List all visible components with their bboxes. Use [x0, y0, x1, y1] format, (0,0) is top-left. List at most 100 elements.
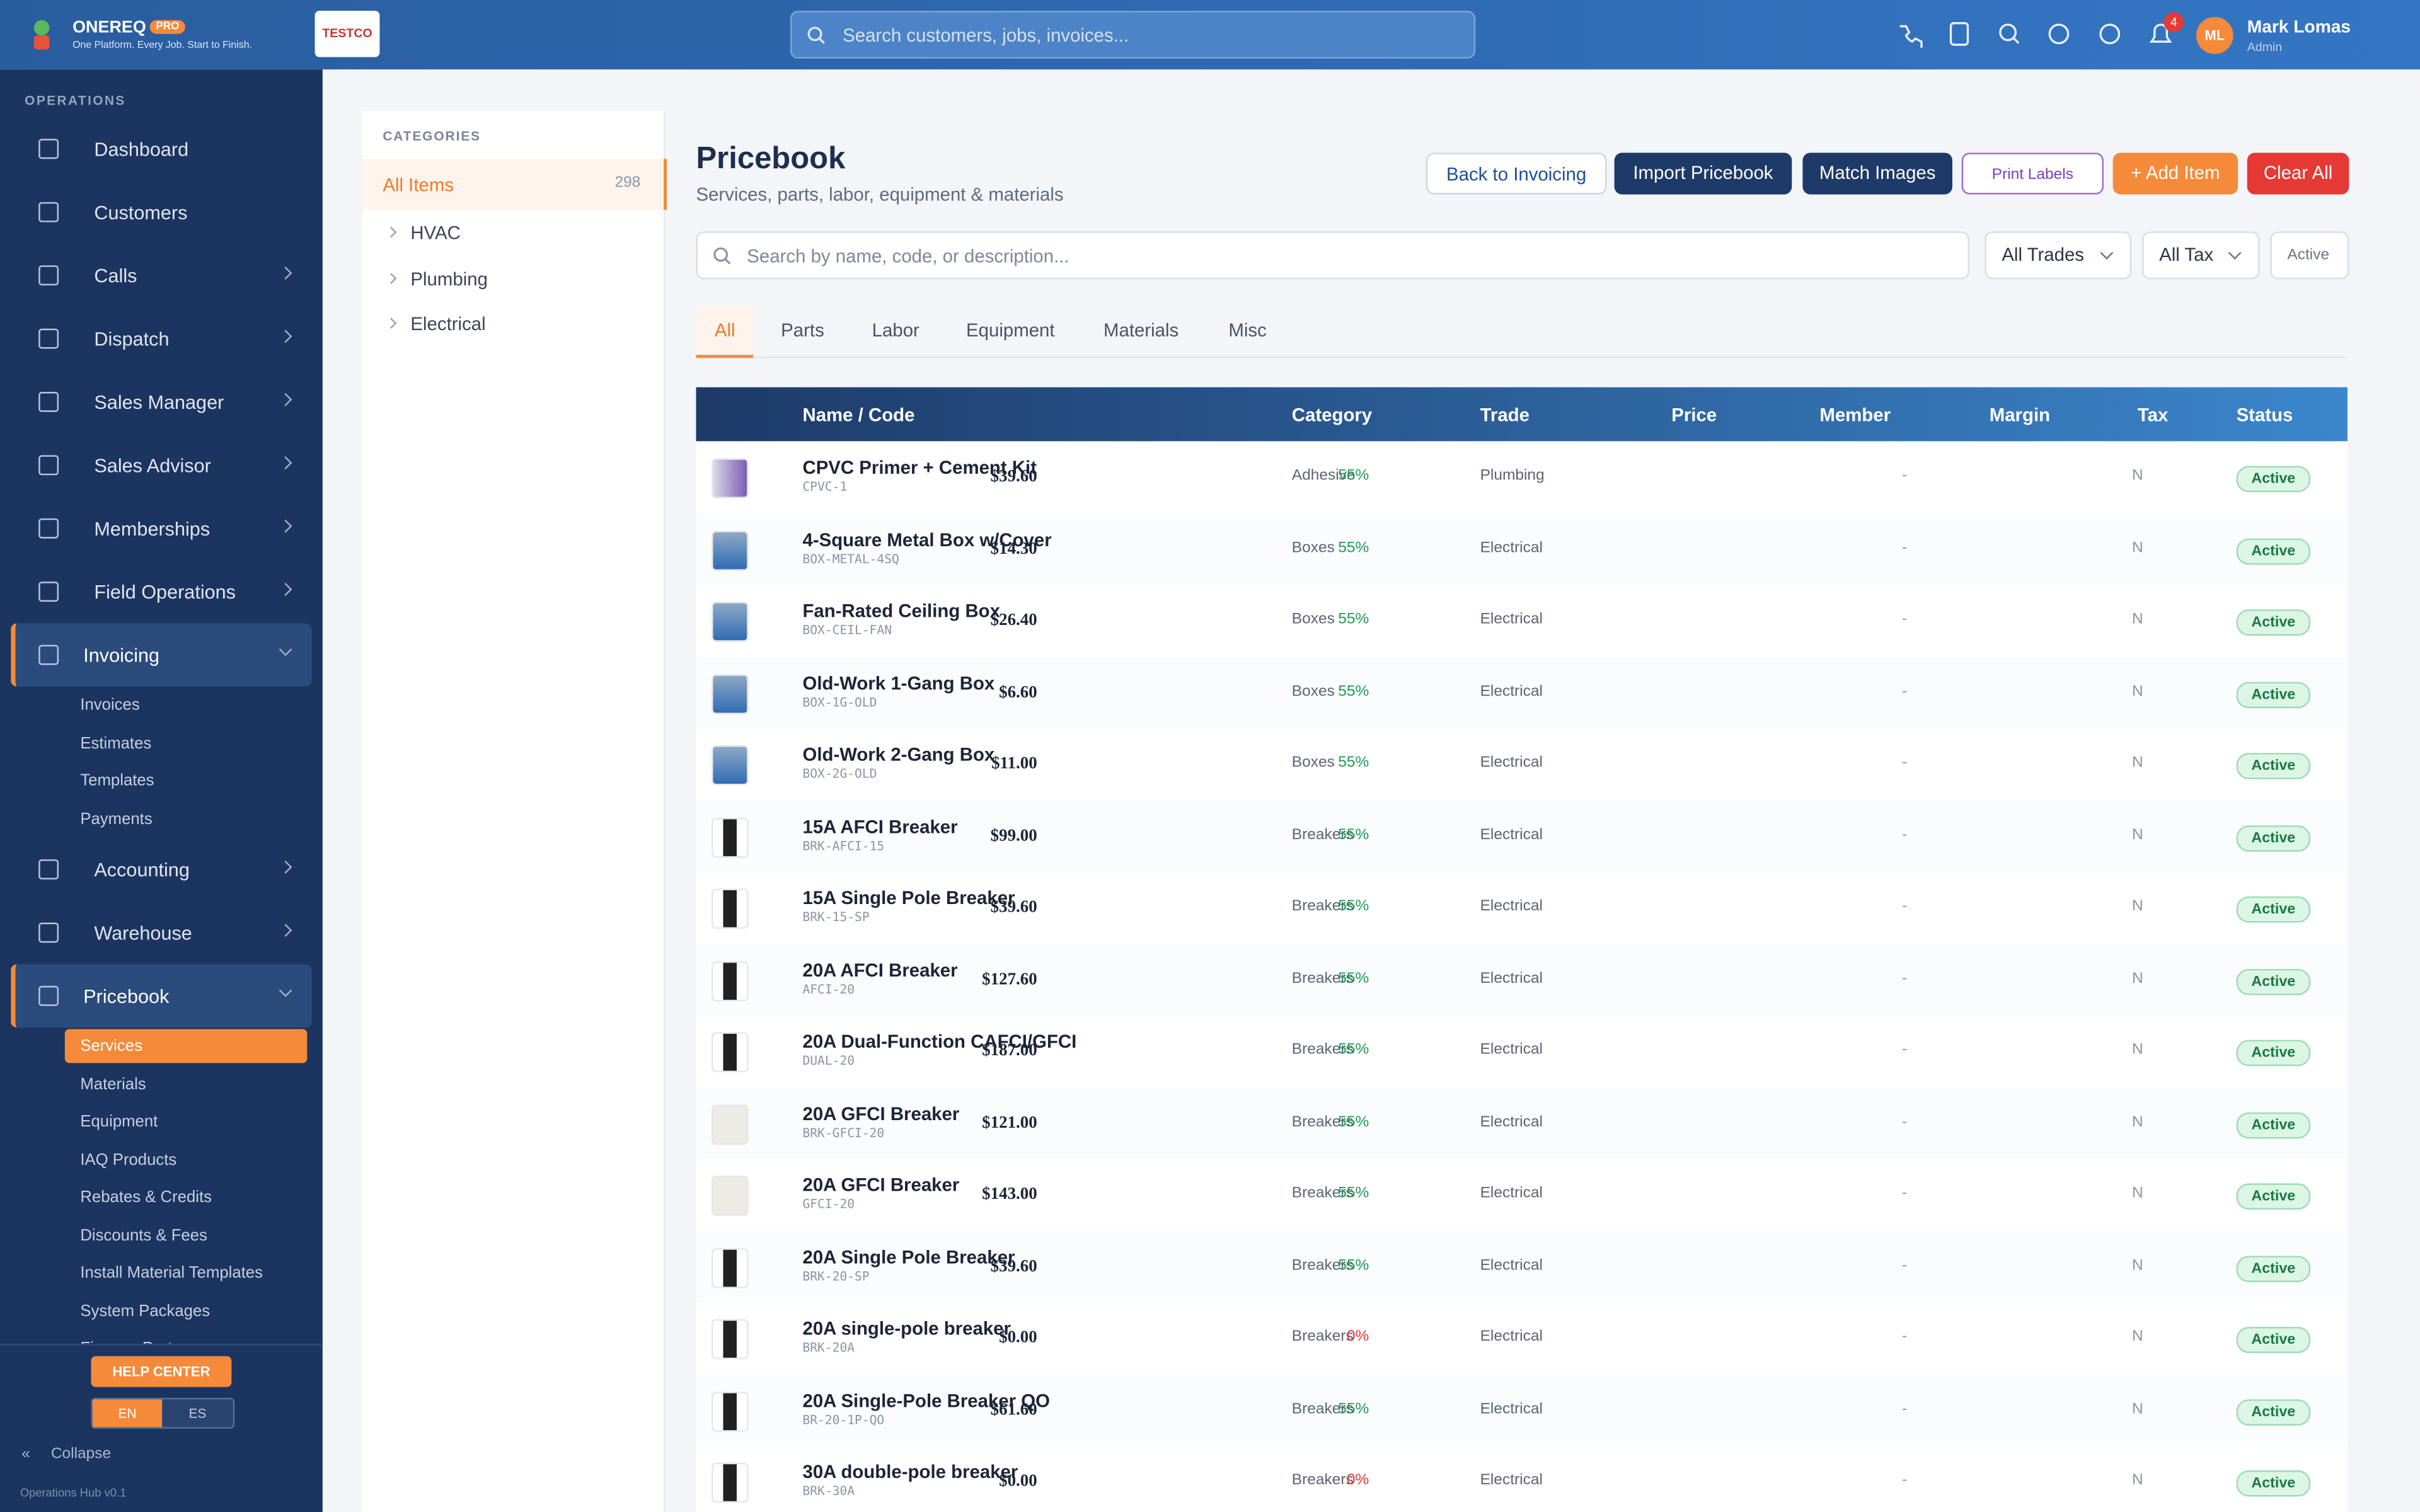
item-code: BRK-GFCI-20 — [802, 1125, 885, 1140]
table-row[interactable]: CPVC Primer + Cement Kit CPVC-1 Adhesive Pl… — [696, 441, 2348, 515]
status-badge: Active — [2236, 824, 2311, 851]
thumbnail — [711, 1319, 749, 1360]
filter[interactable]: All Trades — [1985, 231, 2132, 280]
nav-item[interactable]: Invoicing — [11, 623, 312, 687]
tab[interactable]: All — [696, 305, 754, 358]
category-item[interactable]: HVAC — [363, 210, 664, 255]
nav-subitem[interactable]: Materials — [80, 1074, 146, 1094]
table-row[interactable]: 20A GFCI Breaker GFCI-20 Breakers Electrica… — [696, 1159, 2348, 1232]
lang-es[interactable]: ES — [188, 1406, 207, 1421]
column-header[interactable]: Margin — [1989, 404, 2051, 426]
table-row[interactable]: 20A AFCI Breaker AFCI-20 Breakers Electrica… — [696, 943, 2348, 1017]
nav-subitem[interactable]: Finance Partners — [0, 1330, 323, 1344]
nav-subitem[interactable]: Rebates & Credits — [80, 1188, 212, 1207]
nav-item[interactable]: Calls — [11, 244, 312, 307]
action-button[interactable]: Import Pricebook — [1614, 152, 1792, 195]
table-row[interactable]: 20A single-pole breaker BRK-20A Breakers El… — [696, 1302, 2348, 1376]
tab[interactable]: Labor — [872, 319, 919, 341]
nav-subitem[interactable]: Invoices — [80, 696, 140, 714]
table-row[interactable]: 20A Single-Pole Breaker QO BR-20-1P-QO Bre… — [696, 1373, 2348, 1448]
nav-subitem[interactable]: Install Material Templates — [80, 1263, 263, 1283]
cell: N — [2131, 539, 2143, 556]
nav-subitem[interactable]: Payments — [80, 809, 153, 828]
item-code: BRK-15-SP — [802, 910, 870, 924]
tab[interactable]: Parts — [781, 319, 824, 341]
nav-item[interactable]: Sales Advisor — [11, 433, 312, 496]
nav-item[interactable]: Field Operations — [11, 560, 312, 623]
nav-item[interactable]: Warehouse — [11, 901, 312, 964]
status-badge: Active — [2236, 537, 2311, 564]
filter[interactable]: Active — [2270, 231, 2349, 280]
filter[interactable]: All Tax — [2142, 231, 2260, 280]
category-item[interactable]: All Items 298 — [362, 159, 667, 210]
global-search[interactable]: Search customers, jobs, invoices... — [790, 11, 1476, 59]
cell: - — [1901, 754, 1908, 772]
nav-subitem[interactable]: Estimates — [80, 733, 152, 752]
cell: Electrical — [1480, 898, 1543, 915]
table-row[interactable]: 20A GFCI Breaker BRK-GFCI-20 Breakers Elect… — [696, 1087, 2348, 1160]
cell: Breakers — [1291, 1113, 1354, 1130]
table-row[interactable]: 4-Square Metal Box w/Cover BOX-METAL-4SQ B… — [696, 513, 2348, 587]
collapse[interactable]: Collapse — [50, 1445, 112, 1463]
nav-item[interactable]: Dashboard — [11, 117, 312, 180]
cell: $127.60 — [982, 970, 1037, 988]
table-row[interactable]: Fan-Rated Ceiling Box BOX-CEIL-FAN Boxes El… — [696, 585, 2348, 658]
category-item[interactable]: Electrical — [363, 301, 664, 346]
column-header[interactable]: Price — [1671, 404, 1717, 426]
nav-label: Dispatch — [94, 328, 170, 350]
nav-item[interactable]: Customers — [11, 181, 312, 244]
column-header[interactable]: Trade — [1480, 404, 1530, 426]
page-subtitle: Services, parts, labor, equipment & mate… — [696, 183, 1064, 205]
avatar[interactable]: ML — [2196, 16, 2233, 54]
column-header[interactable]: Name / Code — [802, 404, 915, 426]
table-row[interactable]: Old-Work 1-Gang Box BOX-1G-OLD Boxes Electr… — [696, 656, 2348, 730]
nav-label: Dashboard — [94, 138, 189, 160]
table-row[interactable]: 20A Dual-Function CAFCI/GFCI DUAL-20 Break… — [696, 1015, 2348, 1089]
nav-subitem[interactable]: Equipment — [80, 1112, 158, 1131]
table-row[interactable]: 15A AFCI Breaker BRK-AFCI-15 Breakers Elect… — [696, 799, 2348, 874]
cell: Plumbing — [1480, 467, 1545, 484]
tab[interactable]: Equipment — [966, 319, 1055, 341]
item-search[interactable]: Search by name, code, or description... — [696, 231, 1969, 280]
cell: Breakers — [1291, 1328, 1354, 1346]
item-name: 20A Dual-Function CAFCI/GFCI — [802, 1030, 1077, 1053]
action-button[interactable]: Match Images — [1802, 152, 1952, 195]
nav-subitem[interactable]: Templates — [80, 771, 154, 790]
help-center[interactable]: HELP CENTER — [91, 1356, 232, 1387]
action-button[interactable]: Back to Invoicing — [1426, 152, 1607, 195]
nav-item[interactable]: Sales Manager — [11, 370, 312, 433]
category-item[interactable]: Plumbing — [363, 255, 664, 300]
action-button[interactable]: Print Labels — [1961, 152, 2104, 195]
tab[interactable]: Misc — [1228, 319, 1267, 341]
cell: Boxes — [1291, 754, 1335, 772]
nav-item[interactable]: Dispatch — [11, 307, 312, 370]
search-icon — [713, 247, 731, 265]
action-button[interactable]: + Add Item — [2112, 152, 2238, 195]
table-row[interactable]: 15A Single Pole Breaker BRK-15-SP Breakers… — [696, 871, 2348, 946]
nav-item[interactable]: Memberships — [11, 497, 312, 560]
thumbnail — [711, 458, 749, 499]
column-header[interactable]: Tax — [2137, 404, 2169, 426]
column-header[interactable]: Category — [1291, 404, 1373, 426]
cell: - — [1901, 970, 1908, 987]
lang-en[interactable]: EN — [92, 1399, 163, 1428]
tab[interactable]: Materials — [1103, 319, 1179, 341]
cell: Electrical — [1480, 610, 1543, 628]
item-name: CPVC Primer + Cement Kit — [802, 456, 1037, 479]
nav-subitem[interactable]: System Packages — [80, 1301, 210, 1320]
nav-subitem[interactable]: Services — [64, 1029, 308, 1063]
action-button[interactable]: Clear All — [2247, 152, 2349, 195]
column-header[interactable]: Status — [2236, 404, 2293, 426]
cell: 55% — [1338, 610, 1369, 628]
notification-count: 4 — [2164, 12, 2184, 33]
nav-subitem[interactable]: IAQ Products — [80, 1150, 177, 1169]
table-row[interactable]: 30A double-pole breaker BRK-30A Breakers El… — [696, 1445, 2348, 1512]
table-row[interactable]: 20A Single Pole Breaker BRK-20-SP Breakers… — [696, 1230, 2348, 1304]
item-code: BRK-20A — [802, 1341, 855, 1355]
table-row[interactable]: Old-Work 2-Gang Box BOX-2G-OLD Boxes Electr… — [696, 728, 2348, 802]
nav-item[interactable]: Pricebook — [11, 964, 312, 1028]
nav-icon — [38, 581, 59, 602]
column-header[interactable]: Member — [1819, 404, 1891, 426]
nav-subitem[interactable]: Discounts & Fees — [80, 1225, 207, 1245]
nav-item[interactable]: Accounting — [11, 838, 312, 901]
